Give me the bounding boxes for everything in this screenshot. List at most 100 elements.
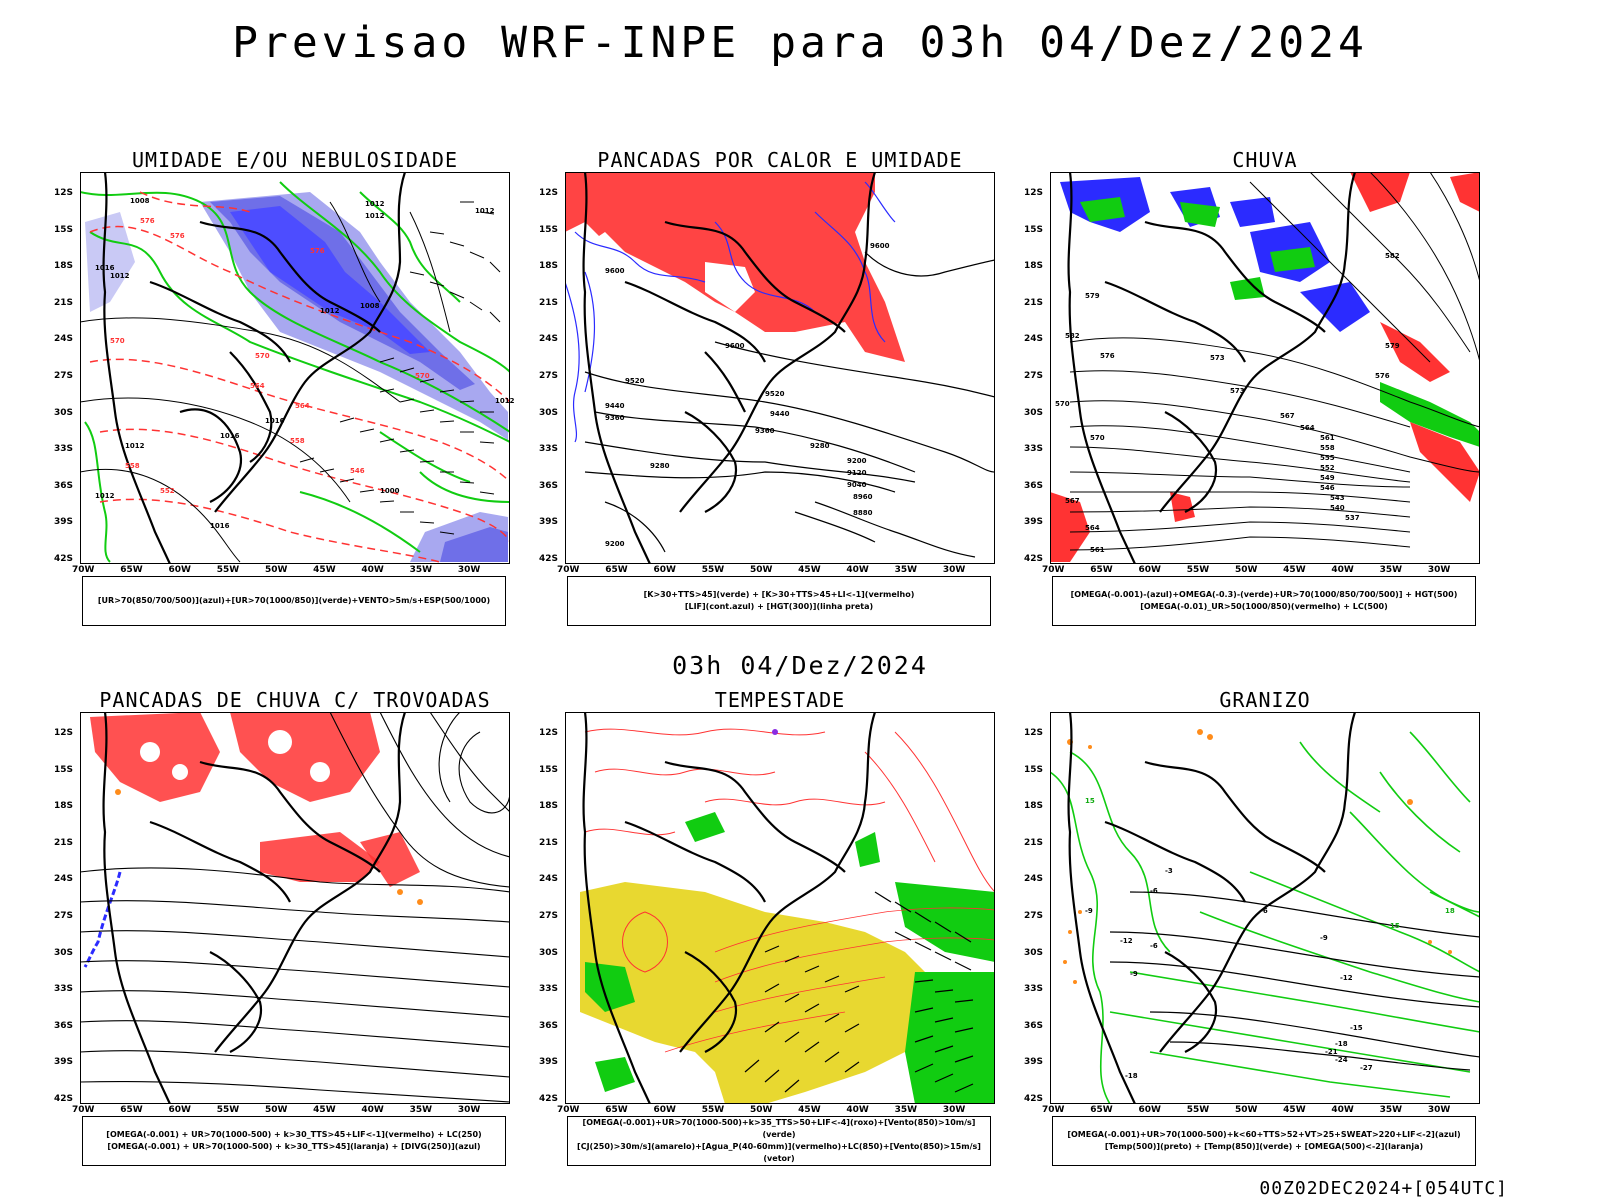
- map-svg: [80, 172, 510, 564]
- isobar-label: 1008: [360, 302, 380, 310]
- lat-tick-label: 18S: [1024, 261, 1044, 272]
- isobar-label: 1012: [95, 492, 115, 500]
- isobar-label: 1016: [265, 417, 285, 425]
- thickness-label: 558: [125, 462, 140, 470]
- lat-tick-label: 33S: [1024, 444, 1044, 455]
- lat-tick-label: 15S: [54, 764, 74, 775]
- lat-tick-label: 27S: [54, 371, 74, 381]
- panel-title: TEMPESTADE: [714, 688, 846, 712]
- map-svg: [80, 712, 510, 1104]
- lat-tick-label: 30S: [54, 407, 74, 418]
- lon-tick-label: 50W: [1234, 1105, 1258, 1115]
- lon-tick-label: 40W: [846, 565, 869, 575]
- lat-tick-label: 15S: [1024, 764, 1044, 775]
- legend-line: [CJ(250)>30m/s](amarelo)+[Agua_P(40-60mm…: [577, 1142, 981, 1163]
- hgt-label: 573: [1210, 354, 1225, 362]
- thickness-label: 576: [310, 247, 325, 255]
- isobar-label: 1012: [495, 397, 515, 405]
- lat-tick-label: 27S: [1024, 371, 1044, 381]
- lon-tick-label: 30W: [457, 1105, 481, 1115]
- coastline-borders: [102, 172, 407, 564]
- lat-tick-label: 12S: [539, 188, 559, 198]
- lon-tick-label: 60W: [653, 1105, 676, 1115]
- lat-tick-label: 30S: [54, 947, 74, 958]
- lat-tick-label: 30S: [539, 947, 559, 958]
- map-frame: 9600 9600 9600 9520 9520 9440 9360 9440 …: [539, 172, 995, 575]
- lon-tick-label: 30W: [1427, 565, 1451, 575]
- lon-tick-label: 40W: [361, 1105, 384, 1115]
- lat-tick-label: 21S: [1024, 837, 1044, 848]
- lat-tick-label: 12S: [54, 188, 74, 198]
- lat-tick-label: 24S: [54, 334, 74, 345]
- isobar-label: 1012: [110, 272, 130, 280]
- thickness-label: 570: [415, 372, 430, 380]
- lon-tick-label: 30W: [457, 565, 481, 575]
- lat-tick-label: 39S: [1024, 517, 1044, 528]
- lat-tick-label: 21S: [539, 837, 559, 848]
- isobar-label: 1012: [475, 207, 495, 215]
- lat-tick-label: 27S: [54, 911, 74, 921]
- lon-tick-label: 55W: [701, 1105, 725, 1115]
- lon-tick-label: 40W: [846, 1105, 869, 1115]
- hgt-label: 570: [1055, 400, 1070, 408]
- pressure-isolines: [80, 201, 451, 563]
- hgt-label: 9280: [650, 462, 670, 470]
- hgt-label: 9440: [770, 410, 790, 418]
- lat-tick-label: 15S: [539, 764, 559, 775]
- lat-tick-label: 36S: [539, 480, 559, 491]
- hgt-label: 9360: [755, 427, 775, 435]
- hgt-label: 579: [1085, 292, 1100, 300]
- green-contours: [80, 181, 510, 563]
- lon-tick-label: 60W: [653, 565, 676, 575]
- coastline-borders: [102, 712, 407, 1104]
- isobar-label: 1012: [125, 442, 145, 450]
- temp-label: -6: [1150, 942, 1158, 950]
- lon-tick-label: 35W: [1379, 565, 1403, 575]
- lon-tick-label: 40W: [1331, 1105, 1354, 1115]
- panel-title: GRANIZO: [1219, 688, 1311, 712]
- hgt-label: 9600: [870, 242, 890, 250]
- temp-label: -6: [1260, 907, 1268, 915]
- temp-label: 15: [1390, 922, 1400, 930]
- lat-tick-label: 30S: [539, 407, 559, 418]
- lon-tick-label: 55W: [701, 565, 725, 575]
- lon-tick-label: 40W: [1331, 565, 1354, 575]
- precip-green: [1080, 197, 1480, 447]
- hgt-label: 9520: [625, 377, 645, 385]
- map-svg: [1050, 712, 1480, 1104]
- lif-contours: [565, 181, 896, 443]
- hgt-label: 564: [1300, 424, 1315, 432]
- lon-tick-label: 45W: [1283, 565, 1306, 575]
- lat-tick-label: 33S: [539, 984, 559, 995]
- lat-tick-label: 21S: [54, 297, 74, 308]
- isobar-label: 1000: [380, 487, 400, 495]
- legend-line: [UR>70(850/700/500)](azul)+[UR>70(1000/8…: [97, 596, 491, 605]
- hgt-label: 8960: [853, 493, 873, 501]
- temp-label: 18: [1445, 907, 1455, 915]
- temp850-contours: [1050, 731, 1480, 1104]
- lon-tick-label: 55W: [1186, 565, 1210, 575]
- temp-label: -9: [1130, 970, 1138, 978]
- hgt-label: 573: [1230, 387, 1245, 395]
- map-frame: 1008 1012 1012 1016 1012 1008 1012 1016 …: [54, 172, 514, 575]
- thickness-label: 558: [290, 437, 305, 445]
- thickness-label: 564: [250, 382, 265, 390]
- lon-tick-label: 45W: [313, 565, 336, 575]
- temp-label: -27: [1360, 1064, 1373, 1072]
- lon-tick-label: 55W: [1186, 1105, 1210, 1115]
- lon-tick-label: 45W: [313, 1105, 336, 1115]
- lon-tick-label: 65W: [120, 565, 143, 575]
- thickness-label: 546: [350, 467, 365, 475]
- temp500-contours: [1109, 891, 1480, 1071]
- thickness-label: 564: [295, 402, 310, 410]
- hgt-label: 552: [1320, 464, 1335, 472]
- legend-line: [OMEGA(-0.001)+UR>70(1000-500)+k>35_TTS>…: [582, 1118, 976, 1139]
- temp-label: -24: [1335, 1056, 1348, 1064]
- lon-tick-label: 50W: [264, 1105, 288, 1115]
- isobar-label: 1012: [365, 212, 385, 220]
- temp-label: -3: [1165, 867, 1173, 875]
- map-frame: 12S 15S 18S 21S 24S 27S 30S 33S 36S 39S 42S 70W 65W 6…: [54, 712, 510, 1115]
- legend-line: [Temp(500)](preto) + [Temp(850)](verde) …: [1104, 1142, 1424, 1151]
- lat-tick-label: 24S: [1024, 334, 1044, 345]
- hgt-label: 9600: [605, 267, 625, 275]
